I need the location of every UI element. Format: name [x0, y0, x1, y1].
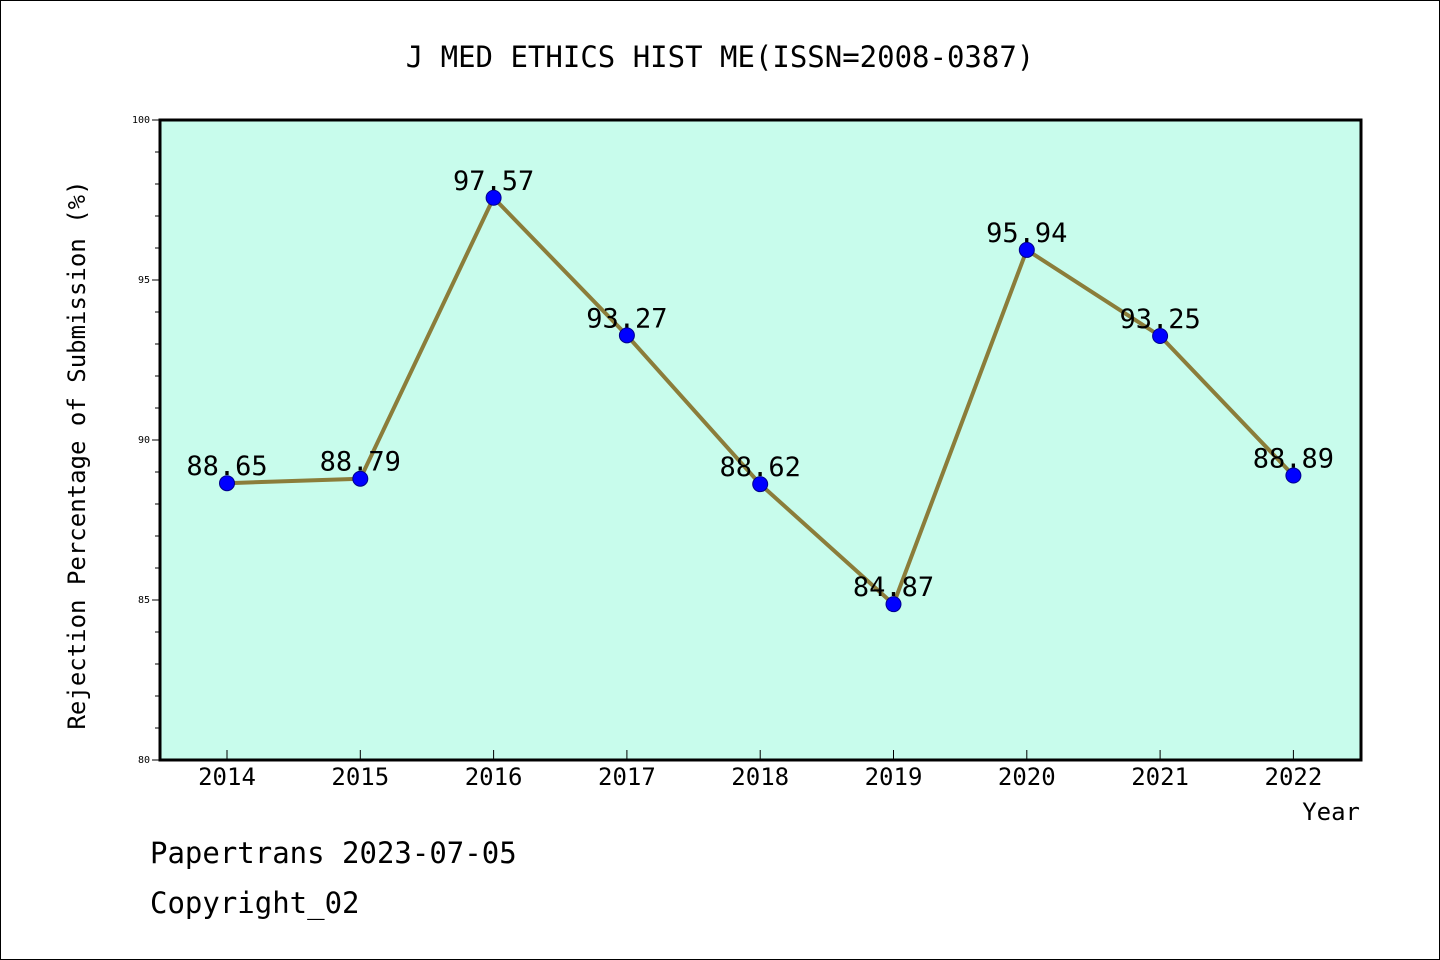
footer-copyright-text: Copyright_02 [150, 886, 360, 920]
data-point [485, 189, 502, 206]
y-axis-label: Rejection Percentage of Submission (%) [63, 180, 91, 729]
data-point [219, 475, 235, 492]
y-tick-label: 85 [138, 595, 150, 606]
x-tick-label: 2015 [331, 763, 389, 791]
data-label: 95.94 [986, 218, 1067, 249]
y-tick-label: 80 [138, 755, 150, 766]
x-tick-label: 2020 [998, 763, 1056, 791]
x-tick-label: 2021 [1131, 763, 1189, 791]
data-point [618, 327, 635, 344]
footer-date-text: Papertrans 2023-07-05 [150, 836, 517, 870]
data-label: 93.27 [586, 303, 667, 334]
data-label: 88.65 [186, 451, 267, 482]
data-label-layer: 88.65 88.79 97.57 93.27 88.62 84.87 95.94 93.25… [186, 166, 1334, 603]
data-label: 97.57 [453, 166, 534, 197]
x-tick-label: 2022 [1265, 763, 1323, 791]
data-label: 88.89 [1253, 444, 1334, 475]
data-point [1152, 328, 1169, 344]
data-label: 88.62 [720, 452, 801, 483]
data-label: 93.25 [1119, 304, 1200, 335]
x-tick-label: 2019 [865, 763, 923, 791]
data-point [752, 476, 769, 493]
plot-border [158, 118, 1363, 762]
data-point [885, 596, 902, 613]
x-tick-label: 2014 [198, 763, 256, 791]
x-tick-label: 2018 [731, 763, 789, 791]
chart-title: J MED ETHICS HIST ME(ISSN=2008-0387) [406, 40, 1035, 74]
y-tick-label: 100 [132, 115, 150, 126]
y-tick-label: 95 [138, 275, 150, 286]
plot-area [160, 120, 1361, 760]
x-axis-label: Year [1302, 798, 1360, 826]
y-axis: 80 85 90 95 100 [132, 115, 160, 766]
data-point [352, 470, 369, 487]
data-label: 88.79 [320, 447, 401, 478]
data-label: 84.87 [853, 572, 934, 603]
data-point [1285, 467, 1302, 484]
data-point [1018, 241, 1035, 258]
x-axis: 2014 2015 2016 2017 2018 2019 2020 2021 2022 [198, 750, 1322, 791]
x-tick-label: 2016 [465, 763, 523, 791]
y-tick-label: 90 [138, 435, 150, 446]
x-tick-label: 2017 [598, 763, 656, 791]
series-layer [219, 189, 1302, 613]
